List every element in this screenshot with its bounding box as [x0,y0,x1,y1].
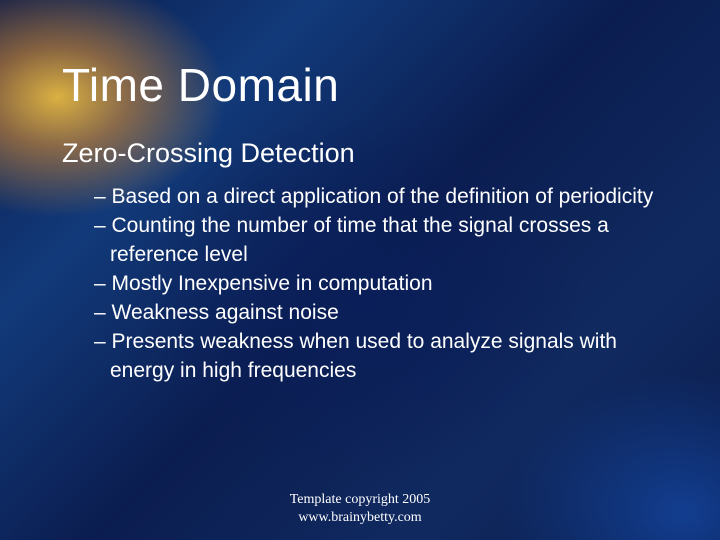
slide: Time Domain Zero-Crossing Detection Base… [0,0,720,540]
footer-url: www.brainybetty.com [0,509,720,527]
bullet-item: Based on a direct application of the def… [94,183,670,212]
footer: Template copyright 2005 www.brainybetty.… [0,491,720,526]
footer-copyright: Template copyright 2005 [0,491,720,509]
bullet-item: Presents weakness when used to analyze s… [94,328,670,386]
bullet-item: Counting the number of time that the sig… [94,212,670,270]
slide-title: Time Domain [62,58,670,112]
bullet-item: Weakness against noise [94,299,670,328]
slide-subtitle: Zero-Crossing Detection [62,138,670,169]
bullet-list: Based on a direct application of the def… [62,183,670,386]
bullet-item: Mostly Inexpensive in computation [94,270,670,299]
